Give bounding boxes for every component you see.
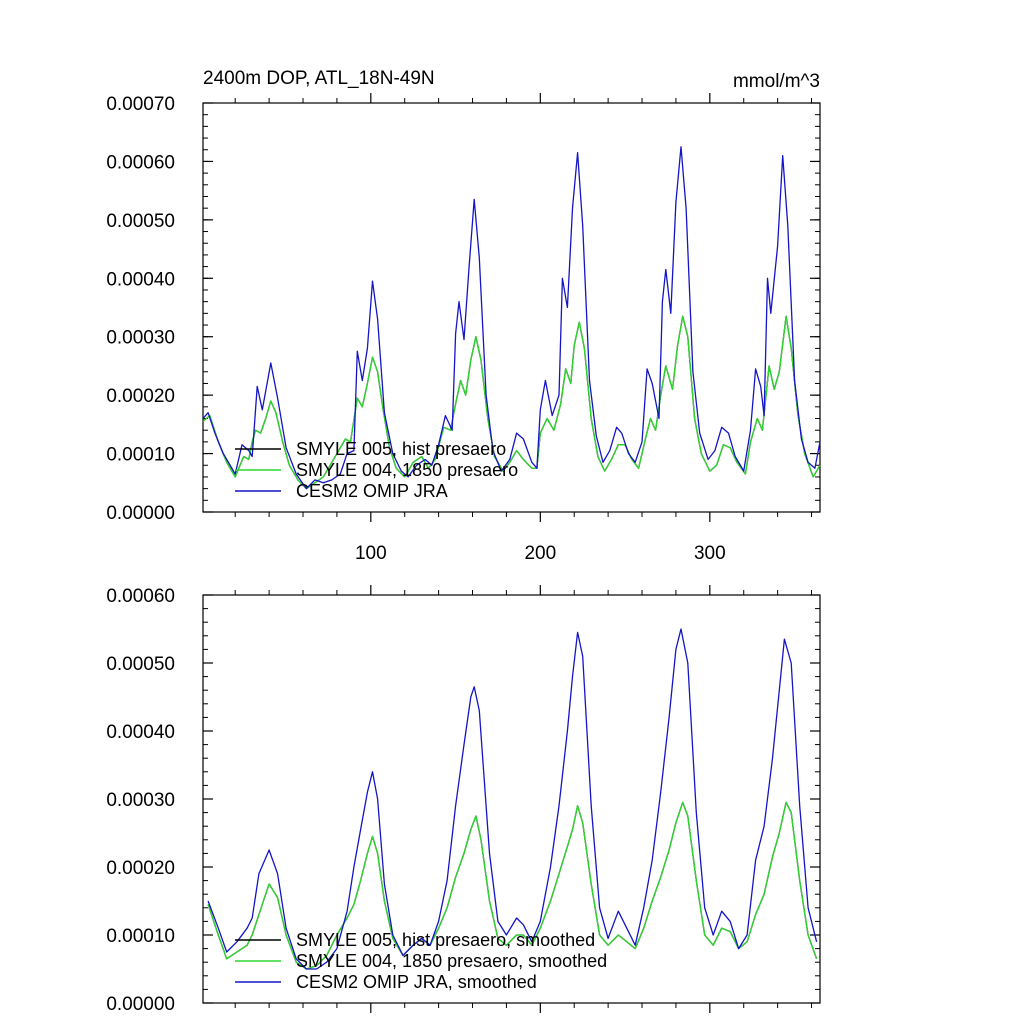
y-tick-label: 0.00010: [106, 445, 175, 466]
y-tick-label: 0.00030: [106, 328, 175, 349]
plot-frame: [202, 102, 821, 513]
series-line-3: [207, 628, 818, 970]
legend-label-1: SMYLE 005, hist presaero, smoothed: [296, 930, 595, 950]
bottom-panel: 0.00000 0.00010 0.00020 0.00030 0.00040 0.000…: [106, 585, 821, 1015]
legend-label-3: CESM2 OMIP JRA: [296, 481, 448, 501]
y-tick-label: 0.00060: [106, 152, 175, 173]
y-tick-label: 0.00030: [106, 790, 175, 811]
units-label: mmol/m^3: [733, 71, 820, 92]
x-tick-label: 200: [524, 543, 556, 564]
y-tick-label: 0.00070: [106, 94, 175, 115]
y-tick-label: 0.00050: [106, 654, 175, 675]
legend-label-3: CESM2 OMIP JRA, smoothed: [296, 972, 537, 992]
series-line-3: [202, 146, 821, 490]
top-panel: 0.00000 0.00010 0.00020 0.00030 0.00040 0.000…: [106, 68, 821, 564]
legend-label-1: SMYLE 005, hist presaero: [296, 439, 506, 459]
chart-title: 2400m DOP, ATL_18N-49N: [203, 68, 435, 89]
y-tick-label: 0.00000: [106, 503, 175, 524]
y-tick-label: 0.00040: [106, 269, 175, 290]
y-tick-label: 0.00040: [106, 722, 175, 743]
y-tick-label: 0.00020: [106, 858, 175, 879]
y-tick-label: 0.00010: [106, 926, 175, 947]
y-tick-label: 0.00050: [106, 211, 175, 232]
legend-label-2: SMYLE 004, 1850 presaero: [296, 460, 518, 480]
x-tick-label: 100: [355, 543, 387, 564]
y-tick-label: 0.00000: [106, 994, 175, 1015]
x-tick-label: 300: [694, 543, 726, 564]
series-line-2: [207, 801, 818, 970]
legend-label-2: SMYLE 004, 1850 presaero, smoothed: [296, 951, 607, 971]
y-tick-label: 0.00020: [106, 386, 175, 407]
y-tick-label: 0.00060: [106, 586, 175, 607]
